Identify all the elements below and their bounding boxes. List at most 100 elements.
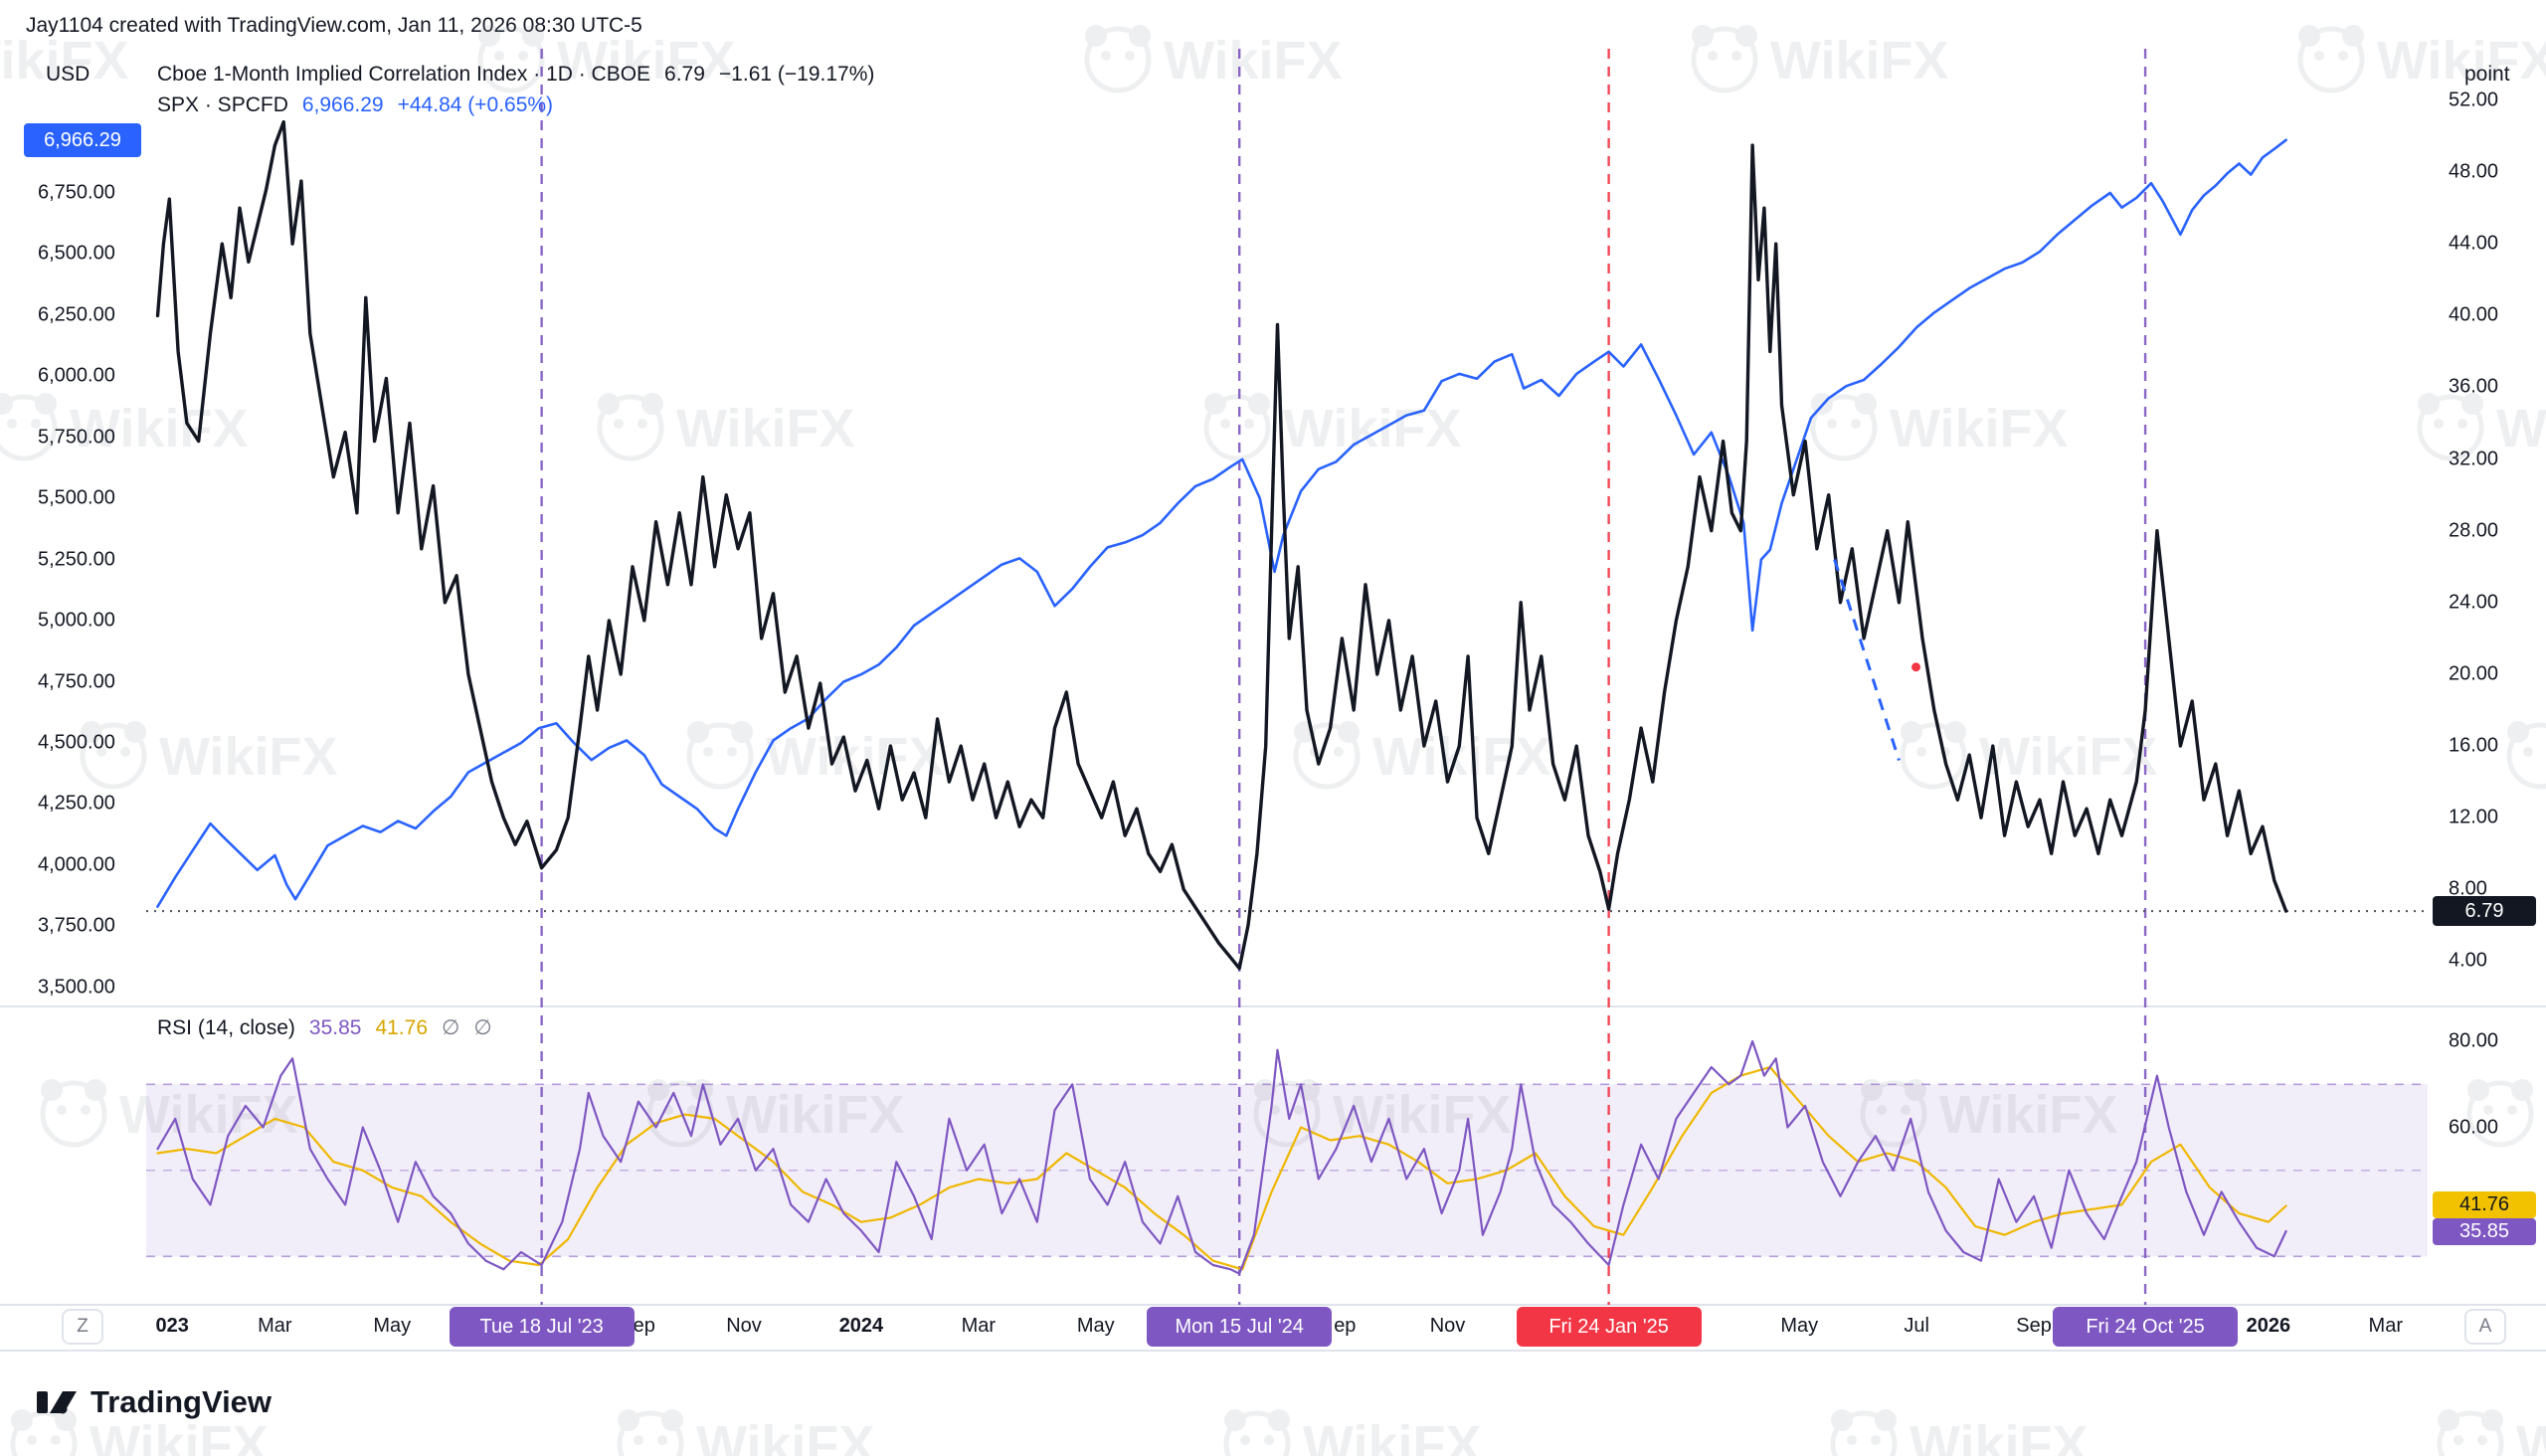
- watermark-text: WikiFX: [1770, 31, 1949, 91]
- wikifx-watermark: WikiFX: [2437, 1409, 2546, 1456]
- tradingview-brand-text: TradingView: [91, 1384, 273, 1419]
- wikifx-panda-icon: [1810, 394, 1878, 461]
- ici-legend-title: Cboe 1-Month Implied Correlation Index ·…: [157, 63, 651, 86]
- symbol-legend-spx[interactable]: SPX · SPCFD 6,966.29 +44.84 (+0.65%): [157, 93, 553, 117]
- panda-ear-icon: [41, 1079, 63, 1101]
- panda-eye-icon: [2338, 51, 2348, 61]
- footer-brand[interactable]: TradingView: [36, 1384, 272, 1420]
- price-tick-left: 5,500.00: [38, 486, 115, 509]
- event-date-badge[interactable]: Tue 18 Jul '23: [449, 1307, 635, 1347]
- watermark-text: WikiFX: [0, 31, 129, 91]
- panda-ear-icon: [124, 721, 146, 743]
- panda-eye-icon: [1334, 747, 1344, 757]
- trendline-annotation[interactable]: [1833, 559, 1901, 761]
- wikifx-panda-icon: [597, 394, 664, 461]
- wikifx-panda-icon: [477, 26, 545, 93]
- panda-eye-icon: [634, 1435, 643, 1445]
- auto-scale-button[interactable]: A: [2464, 1309, 2506, 1345]
- watermark-text: WikiFX: [70, 399, 249, 458]
- panda-ear-icon: [81, 721, 102, 743]
- price-tick-left: 4,500.00: [38, 731, 115, 754]
- wikifx-watermark: WikiFX: [0, 393, 249, 461]
- wikifx-panda-icon: [1830, 1410, 1898, 1456]
- panda-ear-icon: [1692, 25, 1714, 47]
- panda-ear-icon: [2298, 25, 2320, 47]
- panda-eye-icon: [1847, 1435, 1857, 1445]
- event-date-badge[interactable]: Mon 15 Jul '24: [1147, 1307, 1333, 1347]
- wikifx-watermark: WikiFX: [1830, 1409, 2089, 1456]
- wikifx-watermark: WikiFX: [597, 393, 855, 461]
- panda-eye-icon: [727, 747, 737, 757]
- ici-line-series[interactable]: [155, 119, 2288, 971]
- spx-price-badge: 6,966.29: [24, 123, 141, 157]
- panda-ear-icon: [2481, 1409, 2503, 1431]
- annotation-dot[interactable]: [1911, 662, 1921, 672]
- event-date-badge[interactable]: Fri 24 Jan '25: [1516, 1307, 1702, 1347]
- price-tick-right: 32.00: [2449, 448, 2499, 470]
- panda-eye-icon: [31, 419, 41, 429]
- price-tick-left: 5,000.00: [38, 609, 115, 632]
- panda-ear-icon: [2342, 25, 2364, 47]
- time-label: 2024: [838, 1315, 884, 1337]
- wikifx-panda-icon: [0, 394, 58, 461]
- rsi-line[interactable]: [156, 1039, 2287, 1275]
- panda-ear-icon: [731, 721, 753, 743]
- watermark-text: WikiFX: [90, 1415, 269, 1456]
- rsi-hide-icon[interactable]: ∅: [442, 1016, 460, 1039]
- wikifx-panda-icon: [1293, 722, 1361, 790]
- symbol-legend-ici[interactable]: Cboe 1-Month Implied Correlation Index ·…: [157, 63, 874, 87]
- price-tick-left: 6,500.00: [38, 242, 115, 265]
- panda-eye-icon: [1240, 1435, 1250, 1445]
- panda-eye-icon: [2477, 1435, 2487, 1445]
- panda-eye-icon: [657, 1435, 667, 1445]
- event-date-badge[interactable]: Fri 24 Oct '25: [2053, 1307, 2239, 1347]
- time-label: ep: [1334, 1315, 1357, 1337]
- timezone-button[interactable]: Z: [62, 1309, 103, 1345]
- panda-ear-icon: [1875, 1409, 1897, 1431]
- time-label: 2026: [2246, 1315, 2291, 1337]
- panda-eye-icon: [96, 747, 106, 757]
- wikifx-watermark: WikiFX: [1223, 1409, 1482, 1456]
- panda-eye-icon: [637, 419, 647, 429]
- time-label: May: [1780, 1315, 1819, 1337]
- watermark-text: WikiFX: [1164, 31, 1343, 91]
- panda-eye-icon: [2483, 1105, 2493, 1115]
- spx-legend-change: +44.84 (+0.65%): [397, 93, 554, 116]
- rsi-ma-hide-icon[interactable]: ∅: [473, 1016, 492, 1039]
- panda-ear-icon: [1248, 393, 1270, 415]
- tradingview-logo: [37, 1391, 77, 1414]
- panda-ear-icon: [687, 721, 709, 743]
- panda-eye-icon: [2457, 419, 2467, 429]
- rsi-legend[interactable]: RSI (14, close) 35.85 41.76 ∅ ∅: [157, 1015, 492, 1040]
- wikifx-panda-icon: [2417, 394, 2484, 461]
- panda-ear-icon: [647, 1079, 669, 1101]
- panda-ear-icon: [35, 393, 57, 415]
- watermark-text: WikiFX: [766, 727, 945, 787]
- panda-eye-icon: [1871, 1435, 1881, 1445]
- price-tick-right: 48.00: [2449, 160, 2499, 183]
- wikifx-panda-icon: [80, 722, 147, 790]
- ici-price-badge: 6.79: [2433, 896, 2536, 926]
- panda-eye-icon: [2507, 1105, 2517, 1115]
- panda-ear-icon: [85, 1079, 106, 1101]
- panda-ear-icon: [1204, 393, 1226, 415]
- panda-eye-icon: [1708, 51, 1718, 61]
- rsi-tick: 60.00: [2449, 1116, 2499, 1139]
- panda-eye-icon: [518, 51, 528, 61]
- panda-ear-icon: [1831, 1409, 1853, 1431]
- spx-legend-title: SPX · SPCFD: [157, 93, 288, 116]
- panda-eye-icon: [614, 419, 624, 429]
- spx-line-series[interactable]: [156, 138, 2287, 908]
- panda-ear-icon: [1855, 393, 1877, 415]
- panda-ear-icon: [641, 393, 663, 415]
- panda-ear-icon: [11, 1409, 33, 1431]
- wikifx-panda-icon: [1900, 722, 1967, 790]
- panda-eye-icon: [81, 1105, 91, 1115]
- price-tick-right: 40.00: [2449, 303, 2499, 326]
- rsi-ma-line[interactable]: [156, 1065, 2287, 1271]
- panda-eye-icon: [1901, 1105, 1910, 1115]
- price-tick-left: 5,250.00: [38, 548, 115, 571]
- wikifx-panda-icon: [1203, 394, 1271, 461]
